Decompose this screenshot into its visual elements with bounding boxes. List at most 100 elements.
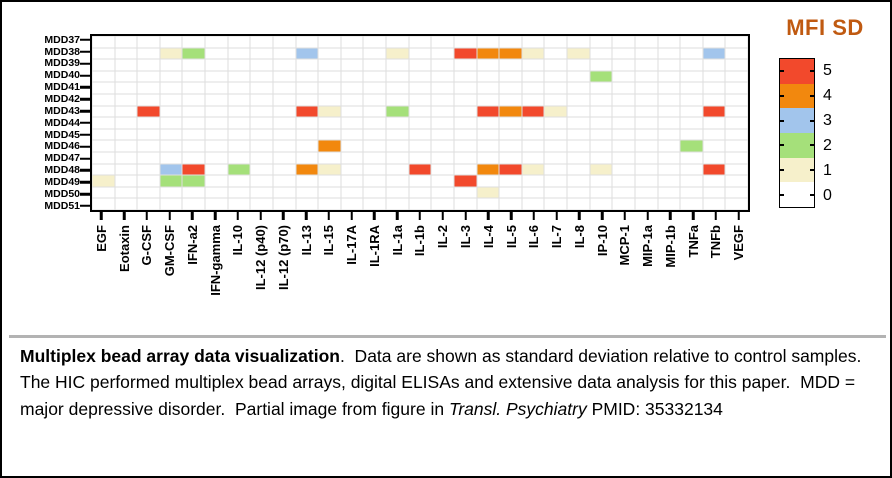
column-label: VEGF — [731, 225, 747, 261]
heatmap-cell — [702, 128, 726, 141]
heatmap-cell — [634, 186, 658, 199]
heatmap-cell — [340, 117, 364, 129]
heatmap-cell — [295, 186, 319, 199]
heatmap-cell — [702, 186, 726, 199]
column-label: MIP-1a — [640, 225, 656, 267]
heatmap-cell — [182, 47, 206, 60]
heatmap-cell — [272, 163, 296, 176]
heatmap-cell — [612, 117, 635, 129]
heatmap-cell — [250, 198, 273, 210]
heatmap-cell — [567, 82, 590, 94]
heatmap-cell — [363, 82, 387, 94]
column-tick — [727, 212, 750, 223]
heatmap-cell — [521, 94, 545, 106]
heatmap-cell — [92, 175, 115, 187]
heatmap-cell — [725, 140, 748, 152]
column-tick — [591, 212, 614, 223]
heatmap-cell — [159, 198, 183, 210]
heatmap-cell — [159, 70, 183, 83]
heatmap-cell — [657, 140, 681, 152]
column-label-wrap: IL-1b — [409, 225, 432, 333]
heatmap-cell — [567, 128, 590, 141]
heatmap-cell — [227, 117, 251, 129]
heatmap-cell — [182, 36, 206, 48]
heatmap-cell — [544, 47, 568, 60]
heatmap-cell — [227, 82, 251, 94]
column-label: IL-8 — [571, 225, 587, 249]
heatmap-cell — [544, 94, 568, 106]
heatmap-cell — [589, 70, 613, 83]
heatmap-cell — [272, 117, 296, 129]
heatmap-cell — [318, 82, 341, 94]
heatmap-cell — [634, 59, 658, 71]
heatmap-cell — [521, 163, 545, 176]
heatmap-cell — [272, 128, 296, 141]
divider-line — [9, 335, 886, 338]
caption-text-1: . Data are shown as standard deviation r… — [20, 346, 871, 419]
heatmap-cell — [205, 163, 228, 176]
heatmap-cell — [295, 198, 319, 210]
heatmap-cell — [431, 198, 454, 210]
column-label-wrap: IL-10 — [227, 225, 250, 333]
column-label-wrap: IFN-gamma — [204, 225, 227, 333]
heatmap-cell — [521, 59, 545, 71]
heatmap-cell — [227, 105, 251, 118]
heatmap-cell — [250, 128, 273, 141]
column-label-wrap: IL-15 — [318, 225, 341, 333]
heatmap-cell — [114, 198, 138, 210]
heatmap-cell — [182, 105, 206, 118]
heatmap-cell — [318, 47, 341, 60]
heatmap-cell — [634, 198, 658, 210]
heatmap-cell — [137, 198, 160, 210]
column-tick — [227, 212, 250, 223]
heatmap-cell — [589, 152, 613, 164]
heatmap-cell — [725, 175, 748, 187]
heatmap-cell — [182, 128, 206, 141]
heatmap-cell — [386, 82, 409, 94]
row-tick — [80, 164, 90, 176]
heatmap-cell — [137, 47, 160, 60]
column-label-wrap: IL-2 — [431, 225, 454, 333]
heatmap-cell — [92, 152, 115, 164]
heatmap-cell — [453, 94, 477, 106]
heatmap-cell — [159, 175, 183, 187]
heatmap-cell — [567, 47, 590, 60]
column-tick — [386, 212, 409, 223]
heatmap-cell — [589, 175, 613, 187]
heatmap-cell — [92, 47, 115, 60]
heatmap-cell — [205, 70, 228, 83]
heatmap-cell — [544, 36, 568, 48]
heatmap-cell — [272, 152, 296, 164]
heatmap-cell — [612, 175, 635, 187]
heatmap-cell — [318, 105, 341, 118]
heatmap-cell — [295, 152, 319, 164]
heatmap-cell — [340, 175, 364, 187]
heatmap-cell — [725, 47, 748, 60]
column-label: IL-2 — [435, 225, 451, 249]
heatmap-cell — [499, 117, 522, 129]
heatmap-cell — [363, 105, 387, 118]
heatmap-cell — [92, 163, 115, 176]
heatmap-cell — [657, 163, 681, 176]
heatmap-cell — [544, 128, 568, 141]
heatmap-cell — [702, 163, 726, 176]
row-label: MDD39 — [44, 57, 80, 70]
heatmap-cell — [589, 105, 613, 118]
row-label: MDD40 — [44, 69, 80, 82]
column-tick — [704, 212, 727, 223]
heatmap-cell — [725, 36, 748, 48]
column-label: IL-12 (p40) — [253, 225, 269, 291]
heatmap-cell — [657, 186, 681, 199]
column-tick — [613, 212, 636, 223]
heatmap-cell — [476, 36, 500, 48]
heatmap-cell — [567, 163, 590, 176]
heatmap-cell — [567, 70, 590, 83]
heatmap-cell — [92, 117, 115, 129]
row-label: MDD41 — [44, 81, 80, 94]
heatmap-cell — [521, 70, 545, 83]
heatmap-cell — [340, 140, 364, 152]
heatmap-cell — [634, 82, 658, 94]
heatmap-cell — [725, 82, 748, 94]
heatmap-cell — [453, 82, 477, 94]
heatmap-cell — [431, 175, 454, 187]
